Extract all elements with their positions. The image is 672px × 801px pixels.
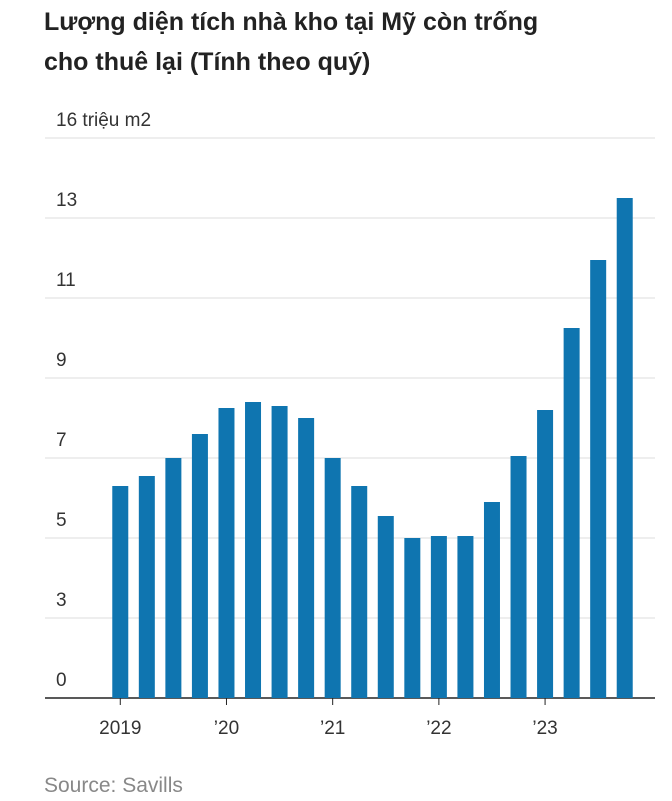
bar (377, 516, 394, 698)
bar (483, 502, 500, 698)
bar (191, 434, 208, 698)
y-tick-label: 9 (56, 350, 67, 371)
x-tick-label: ’23 (532, 718, 557, 739)
y-tick-label: 5 (56, 510, 67, 531)
y-tick-label: 13 (56, 190, 77, 211)
bar (245, 402, 262, 698)
chart-title: cho thuê lại (Tính theo quý) (44, 48, 370, 76)
bar (351, 486, 368, 698)
bar (138, 476, 155, 698)
source: Source: Savills (44, 774, 183, 797)
y-tick-label: 11 (56, 270, 76, 291)
x-tick-label: ’20 (214, 718, 239, 739)
bar (112, 486, 129, 698)
chart-title: Lượng diện tích nhà kho tại Mỹ còn trống (44, 8, 538, 36)
bar (165, 458, 182, 698)
bar (563, 328, 580, 698)
bar (298, 418, 315, 698)
bar (324, 458, 341, 698)
bar (271, 406, 288, 698)
bar (537, 410, 554, 698)
y-tick-label: 7 (56, 430, 67, 451)
y-tick-label: 0 (56, 670, 67, 691)
bar (404, 538, 421, 698)
x-tick-label: 2019 (99, 718, 141, 739)
bar (430, 536, 447, 698)
y-tick-label: 3 (56, 590, 67, 611)
x-tick-label: ’22 (426, 718, 451, 739)
x-tick-label: ’21 (320, 718, 345, 739)
y-tick-label: 16 triệu m2 (56, 110, 151, 131)
bar (218, 408, 235, 698)
bar (457, 536, 474, 698)
bar (590, 260, 607, 698)
bar (510, 456, 527, 698)
bar (616, 198, 633, 698)
